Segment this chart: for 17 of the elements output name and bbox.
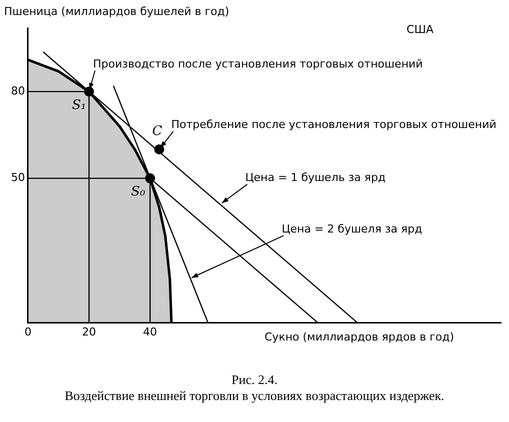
chart-title: США xyxy=(406,22,434,36)
x-axis-title: Сукно (миллиардов ярдов в год) xyxy=(264,330,454,344)
annotation: Потребление после установления торговых отношений xyxy=(171,118,496,132)
annotation: S₁ xyxy=(72,98,86,113)
text: Воздействие внешней торговли в условиях возрастающих издержек. xyxy=(64,388,446,404)
x-tick-label: 40 xyxy=(143,325,158,338)
annotation: C xyxy=(152,124,162,139)
y-axis-title: Пшеница (миллиардов бушелей в год) xyxy=(4,4,230,18)
text: Рис. 2.4. xyxy=(230,372,278,388)
x-tick-label: 0 xyxy=(24,325,32,338)
y-tick-label: 80 xyxy=(10,84,25,98)
y-tick-label: 50 xyxy=(10,171,25,184)
annotation: S₀ xyxy=(131,184,146,200)
annotation: Производство после установления торговых отношений xyxy=(93,57,423,70)
x-tick-label: 20 xyxy=(82,325,96,338)
annotation: Цена = 2 бушеля за ярд xyxy=(282,222,423,236)
annotation: Цена = 1 бушель за ярд xyxy=(245,171,386,184)
